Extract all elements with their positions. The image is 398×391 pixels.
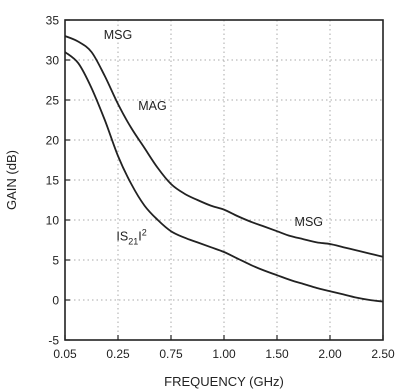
y-tick-label: 0 — [52, 294, 59, 308]
s21-curve — [64, 51, 384, 303]
curve-label: MAG — [138, 99, 166, 113]
y-tick-label: 35 — [46, 14, 60, 28]
x-tick-label: 1.50 — [265, 347, 289, 361]
tick-layer: 35 30 25 20 15 10 5 0 -50.05 0.25 0.75 1.00 1.50 2.00… — [46, 14, 395, 362]
grid-layer — [65, 20, 383, 340]
x-tick-label: 0.25 — [106, 347, 130, 361]
y-tick-label: 25 — [46, 94, 60, 108]
x-tick-label: 2.50 — [371, 347, 395, 361]
curve-label: MSG — [104, 28, 132, 42]
y-tick-label: 20 — [46, 134, 60, 148]
x-tick-label: 1.00 — [212, 347, 236, 361]
annotation-layer: MSG MAG MSG IS21I2 — [104, 28, 323, 247]
x-axis-title: FREQUENCY (GHz) — [164, 374, 284, 389]
y-tick-label: 15 — [46, 174, 60, 188]
s21-label: IS21I2 — [116, 228, 146, 247]
y-tick-label: 10 — [46, 214, 60, 228]
x-tick-label: 0.75 — [159, 347, 183, 361]
x-tick-label: 2.00 — [318, 347, 342, 361]
curve-label: MSG — [295, 215, 323, 229]
series-layer — [64, 35, 384, 303]
y-tick-label: -5 — [48, 334, 59, 348]
y-tick-label: 30 — [46, 54, 60, 68]
x-tick-label: 0.05 — [53, 347, 77, 361]
y-axis-title: GAIN (dB) — [4, 150, 19, 210]
msg-mag-curve — [64, 35, 384, 258]
y-tick-label: 5 — [52, 254, 59, 268]
